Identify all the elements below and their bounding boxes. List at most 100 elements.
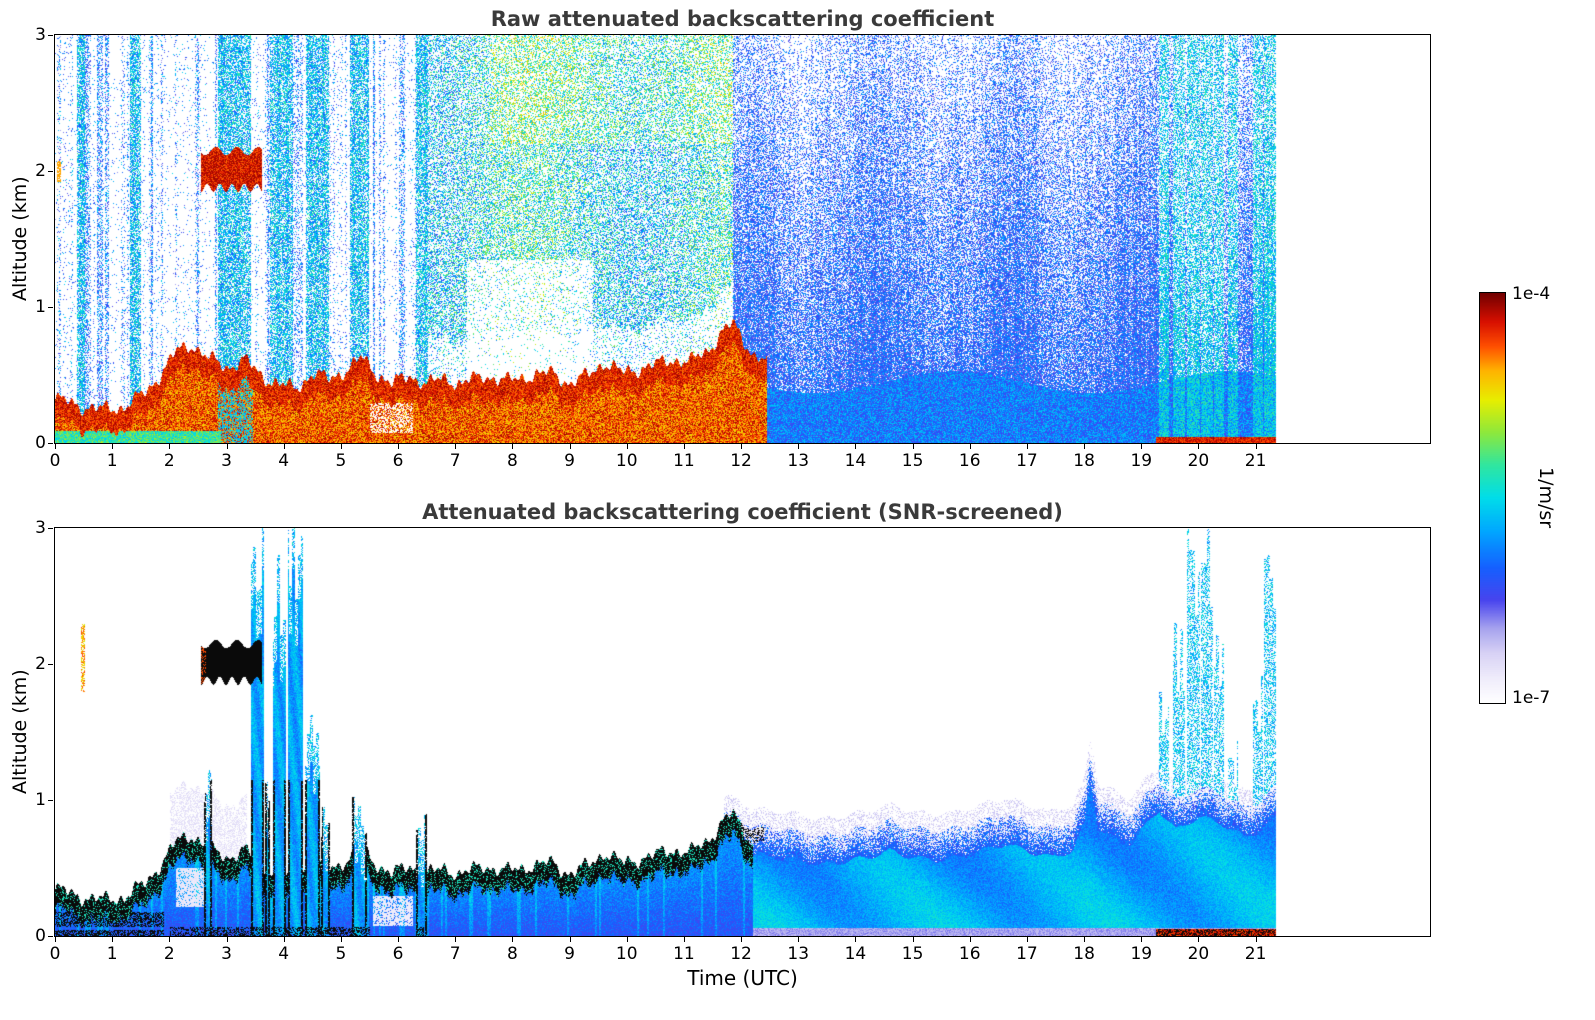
x-tick-mark bbox=[969, 444, 971, 449]
x-tick-mark bbox=[1255, 937, 1257, 942]
x-tick-label: 19 bbox=[1130, 944, 1153, 964]
x-tick-mark bbox=[1026, 937, 1028, 942]
x-tick-mark bbox=[226, 937, 228, 942]
x-tick-mark bbox=[569, 444, 571, 449]
y-tick-mark bbox=[48, 936, 53, 937]
x-tick-label: 21 bbox=[1244, 944, 1267, 964]
x-tick-mark bbox=[283, 444, 285, 449]
x-tick-label: 17 bbox=[1016, 451, 1038, 471]
y-tick-label: 1 bbox=[35, 790, 46, 810]
x-tick-label: 10 bbox=[615, 451, 638, 471]
x-tick-label: 19 bbox=[1130, 451, 1153, 471]
x-tick-mark bbox=[512, 444, 514, 449]
raw-y-axis-label: Altitude (km) bbox=[9, 176, 31, 302]
x-tick-label: 13 bbox=[787, 451, 810, 471]
x-tick-label: 20 bbox=[1187, 944, 1210, 964]
x-tick-label: 0 bbox=[49, 451, 61, 471]
x-tick-mark bbox=[112, 937, 114, 942]
x-tick-label: 16 bbox=[958, 451, 981, 471]
x-tick-label: 15 bbox=[901, 451, 924, 471]
x-tick-label: 3 bbox=[221, 944, 232, 964]
x-tick-mark bbox=[1026, 444, 1028, 449]
x-tick-mark bbox=[169, 444, 171, 449]
screened-panel-axes bbox=[54, 527, 1431, 937]
x-tick-mark bbox=[1084, 937, 1086, 942]
raw-heatmap-canvas bbox=[55, 35, 1430, 443]
colorbar-gradient bbox=[1480, 293, 1505, 703]
y-tick-mark bbox=[48, 35, 53, 36]
x-tick-mark bbox=[455, 444, 457, 449]
x-tick-label: 2 bbox=[163, 451, 175, 471]
x-tick-label: 4 bbox=[278, 451, 290, 471]
y-tick-label: 0 bbox=[35, 433, 46, 453]
colorbar bbox=[1479, 292, 1506, 704]
x-tick-label: 6 bbox=[392, 451, 404, 471]
x-tick-mark bbox=[1255, 444, 1257, 449]
raw-panel-axes bbox=[54, 34, 1431, 444]
x-tick-mark bbox=[1198, 444, 1200, 449]
x-axis-label: Time (UTC) bbox=[687, 966, 798, 990]
x-tick-mark bbox=[226, 444, 228, 449]
x-tick-label: 9 bbox=[564, 451, 575, 471]
x-tick-label: 5 bbox=[335, 451, 347, 471]
x-tick-mark bbox=[340, 937, 342, 942]
x-tick-mark bbox=[855, 444, 857, 449]
x-tick-label: 13 bbox=[787, 944, 810, 964]
x-tick-mark bbox=[340, 444, 342, 449]
x-tick-label: 8 bbox=[506, 451, 518, 471]
y-tick-label: 3 bbox=[35, 25, 46, 45]
y-tick-label: 1 bbox=[35, 297, 46, 317]
x-tick-label: 7 bbox=[449, 451, 461, 471]
x-tick-mark bbox=[1141, 937, 1143, 942]
x-tick-label: 8 bbox=[506, 944, 518, 964]
x-tick-label: 12 bbox=[730, 944, 752, 964]
x-tick-mark bbox=[169, 937, 171, 942]
x-tick-label: 14 bbox=[844, 451, 867, 471]
x-tick-label: 20 bbox=[1187, 451, 1210, 471]
x-tick-mark bbox=[569, 937, 571, 942]
x-tick-label: 3 bbox=[221, 451, 232, 471]
x-tick-mark bbox=[912, 937, 914, 942]
x-tick-label: 1 bbox=[106, 451, 118, 471]
raw-panel-title: Raw attenuated backscattering coefficien… bbox=[490, 7, 995, 31]
y-tick-label: 3 bbox=[35, 518, 46, 538]
x-tick-mark bbox=[798, 444, 800, 449]
x-tick-mark bbox=[741, 937, 743, 942]
y-tick-label: 2 bbox=[35, 654, 46, 674]
x-tick-label: 4 bbox=[278, 944, 290, 964]
y-tick-mark bbox=[48, 307, 53, 308]
x-tick-mark bbox=[969, 937, 971, 942]
x-tick-mark bbox=[855, 937, 857, 942]
colorbar-max-label: 1e-4 bbox=[1512, 284, 1551, 304]
x-tick-label: 11 bbox=[673, 451, 695, 471]
screened-heatmap-canvas bbox=[55, 528, 1430, 936]
x-tick-mark bbox=[1141, 444, 1143, 449]
x-tick-mark bbox=[912, 444, 914, 449]
x-tick-label: 5 bbox=[335, 944, 347, 964]
x-tick-mark bbox=[512, 937, 514, 942]
x-tick-label: 15 bbox=[901, 944, 924, 964]
x-tick-mark bbox=[55, 937, 56, 942]
x-tick-label: 18 bbox=[1073, 451, 1095, 471]
colorbar-min-label: 1e-7 bbox=[1512, 688, 1551, 708]
colorbar-unit-label: 1/m/sr bbox=[1535, 467, 1557, 529]
x-tick-label: 0 bbox=[49, 944, 61, 964]
y-tick-mark bbox=[48, 800, 53, 801]
x-tick-mark bbox=[1084, 444, 1086, 449]
x-tick-mark bbox=[741, 444, 743, 449]
x-tick-label: 18 bbox=[1073, 944, 1095, 964]
x-tick-mark bbox=[55, 444, 56, 449]
x-tick-label: 6 bbox=[392, 944, 404, 964]
y-tick-label: 0 bbox=[35, 926, 46, 946]
x-tick-mark bbox=[798, 937, 800, 942]
x-tick-mark bbox=[683, 444, 685, 449]
x-tick-mark bbox=[112, 444, 114, 449]
y-tick-mark bbox=[48, 528, 53, 529]
x-tick-mark bbox=[398, 937, 400, 942]
x-tick-label: 9 bbox=[564, 944, 575, 964]
screened-panel-title: Attenuated backscattering coefficient (S… bbox=[422, 500, 1063, 524]
y-tick-mark bbox=[48, 171, 53, 172]
x-tick-label: 17 bbox=[1016, 944, 1038, 964]
x-tick-mark bbox=[283, 937, 285, 942]
